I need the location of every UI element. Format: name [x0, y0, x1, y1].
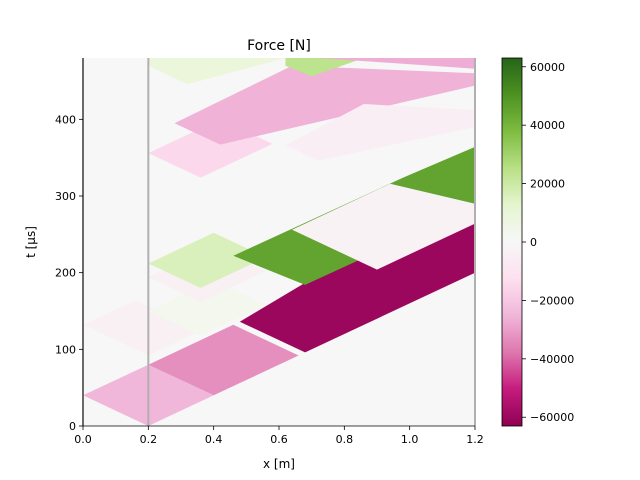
- x-tick-label: 0.0: [74, 433, 92, 446]
- x-axis: 0.0 0.2 0.4 0.6 0.8 1.0 1.2: [74, 425, 484, 446]
- x-tick-label: 0.4: [205, 433, 223, 446]
- x-tick-label: 0.8: [336, 433, 354, 446]
- heatmap-region-2: [239, 219, 475, 353]
- x-tick-label: 1.2: [466, 433, 484, 446]
- colorbar-tick-label: 40000: [530, 119, 565, 132]
- y-tick-label: 200: [55, 267, 76, 280]
- heatmap-region-6: [148, 232, 266, 288]
- colorbar: −60000 −40000 −20000 0 20000 40000 60000: [501, 57, 574, 427]
- y-tick-label: 300: [55, 190, 76, 203]
- colorbar-tick-label: −40000: [530, 353, 574, 366]
- y-axis: 0 100 200 300 400: [55, 58, 84, 433]
- colorbar-tick-label: −60000: [530, 411, 574, 424]
- x-tick-label: 0.6: [270, 433, 288, 446]
- y-tick-label: 400: [55, 113, 76, 126]
- heatmap-region-12: [148, 58, 286, 85]
- x-axis-label: x [m]: [263, 457, 295, 471]
- colorbar-tick-label: 0: [530, 236, 537, 249]
- plot-area: [82, 58, 476, 426]
- x-tick-label: 1.0: [401, 433, 419, 446]
- heatmap-region-1: [148, 324, 299, 396]
- chart-title: Force [N]: [247, 38, 311, 54]
- y-tick-label: 100: [55, 343, 76, 356]
- colorbar-tick-label: 60000: [530, 61, 565, 74]
- heatmap-region-13: [285, 58, 364, 77]
- colorbar-tick-label: −20000: [530, 294, 574, 307]
- heatmap-region-11: [285, 104, 475, 161]
- heatmap-region-14: [318, 58, 475, 69]
- y-axis-label: t [µs]: [24, 226, 38, 258]
- y-tick-label: 0: [69, 420, 76, 433]
- heatmap-regions: [83, 58, 475, 426]
- heatmap-region-8: [292, 183, 475, 270]
- heatmap-region-10: [174, 65, 475, 145]
- heatmap-region-3: [83, 300, 201, 356]
- colorbar-gradient: [501, 57, 523, 427]
- colorbar-ticks: −60000 −40000 −20000 0 20000 40000 60000: [522, 61, 574, 424]
- x-tick-label: 0.2: [140, 433, 158, 446]
- heatmap-region-4: [148, 280, 266, 336]
- colorbar-tick-label: 20000: [530, 178, 565, 191]
